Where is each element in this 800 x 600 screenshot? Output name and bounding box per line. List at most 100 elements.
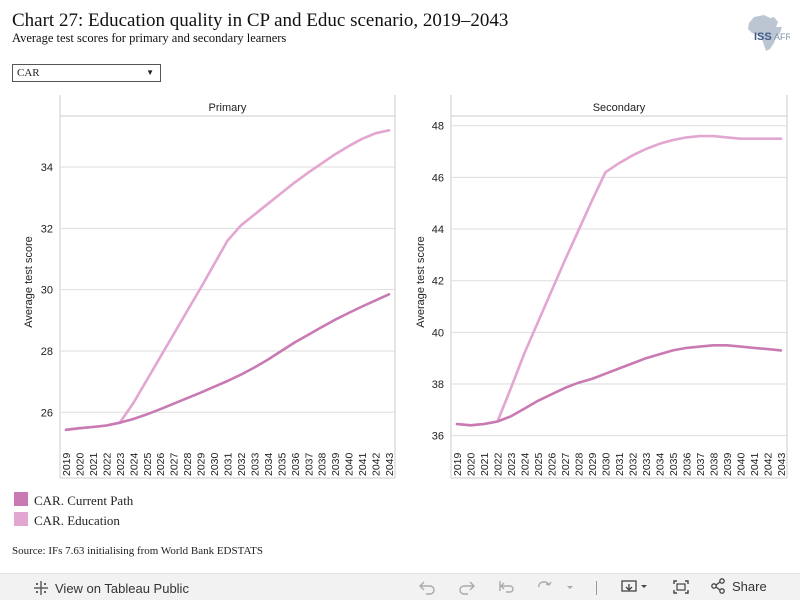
x-tick-label: 2026 [547,452,559,476]
download-icon[interactable] [620,579,650,595]
view-on-tableau-label: View on Tableau Public [55,580,189,596]
y-tick-label: 44 [432,224,444,236]
chevron-down-icon: ▼ [146,68,154,77]
x-tick-label: 2024 [520,452,532,476]
x-tick-label: 2020 [74,452,86,476]
x-tick-label: 2025 [142,452,154,476]
x-tick-label: 2038 [317,452,329,476]
x-tick-label: 2032 [236,452,248,476]
x-tick-label: 2021 [88,452,100,476]
x-tick-label: 2033 [641,452,653,476]
country-select[interactable]: CAR ▼ [12,64,161,82]
x-tick-label: 2042 [763,452,775,476]
y-tick-label: 46 [432,172,444,184]
y-tick-label: 34 [41,162,53,174]
x-tick-label: 2034 [655,452,667,476]
x-tick-label: 2019 [452,452,464,476]
share-button[interactable]: Share [710,578,767,594]
legend-label-education: CAR. Education [34,513,120,528]
x-tick-label: 2029 [196,452,208,476]
logo-suffix-text: AFRICA [774,32,790,42]
x-tick-label: 2041 [357,452,369,476]
legend-swatch-education [14,512,28,526]
x-tick-label: 2042 [371,452,383,476]
x-tick-label: 2031 [614,452,626,476]
x-tick-label: 2027 [560,452,572,476]
x-tick-label: 2022 [101,452,113,476]
x-tick-label: 2025 [533,452,545,476]
series-line-car-education [455,134,783,427]
x-tick-label: 2030 [209,452,221,476]
x-tick-label: 2023 [115,452,127,476]
x-tick-label: 2036 [682,452,694,476]
x-tick-label: 2032 [628,452,640,476]
country-select-value: CAR [17,67,40,79]
x-tick-label: 2034 [263,452,275,476]
x-tick-label: 2038 [709,452,721,476]
tableau-toolbar: View on Tableau Public Share [0,573,800,600]
y-tick-label: 38 [432,379,444,391]
page-title: Chart 27: Education quality in CP and Ed… [12,10,509,31]
x-tick-label: 2043 [384,452,396,476]
x-tick-label: 2021 [479,452,491,476]
x-tick-label: 2026 [155,452,167,476]
y-tick-label: 42 [432,276,444,288]
revert-icon[interactable] [498,579,516,595]
x-tick-label: 2031 [223,452,235,476]
x-tick-label: 2029 [587,452,599,476]
x-tick-label: 2040 [736,452,748,476]
share-label: Share [732,578,767,594]
source-note: Source: IFs 7.63 initialising from World… [12,545,264,557]
x-tick-label: 2019 [61,452,73,476]
undo-icon[interactable] [418,579,436,595]
x-tick-label: 2037 [303,452,315,476]
refresh-icon[interactable] [536,579,554,595]
panel-title-primary: Primary [209,102,247,114]
series-line-car-current-path [455,344,783,427]
africa-map-logo: ISS AFRICA [748,15,790,51]
view-on-tableau-link[interactable]: View on Tableau Public [33,578,189,598]
x-tick-label: 2027 [169,452,181,476]
y-tick-label: 26 [41,407,53,419]
y-tick-label: 28 [41,346,53,358]
chevron-down-icon[interactable] [565,579,575,595]
x-tick-label: 2041 [749,452,761,476]
x-tick-label: 2023 [506,452,518,476]
share-icon [711,578,725,594]
x-tick-label: 2024 [128,452,140,476]
panel-title-secondary: Secondary [593,102,646,114]
chart-panel-secondary: Secondary 36 38 40 42 44 46 48 Average test scor… [415,95,788,479]
x-tick-label: 2022 [493,452,505,476]
x-tick-label: 2028 [574,452,586,476]
x-tick-label: 2035 [668,452,680,476]
x-tick-label: 2030 [601,452,613,476]
tableau-logo-icon [34,581,48,595]
x-tick-label: 2037 [695,452,707,476]
y-tick-label: 36 [432,431,444,443]
page-subtitle: Average test scores for primary and seco… [12,31,287,45]
y-tick-label: 32 [41,223,53,235]
legend-label-current-path: CAR. Current Path [34,493,134,508]
y-tick-label: 30 [41,285,53,297]
x-tick-label: 2035 [276,452,288,476]
series-line-car-current-path [64,293,391,432]
x-tick-label: 2020 [466,452,478,476]
x-tick-label: 2033 [249,452,261,476]
y-tick-label: 40 [432,327,444,339]
fullscreen-icon[interactable] [672,579,690,595]
y-axis-label: Average test score [415,236,427,328]
y-axis-label: Average test score [23,236,35,328]
x-tick-label: 2040 [344,452,356,476]
y-tick-label: 48 [432,121,444,133]
x-tick-label: 2039 [722,452,734,476]
x-tick-label: 2039 [330,452,342,476]
toolbar-divider [596,581,597,595]
x-tick-label: 2036 [290,452,302,476]
redo-icon[interactable] [458,579,476,595]
x-tick-label: 2043 [776,452,788,476]
x-tick-label: 2028 [182,452,194,476]
series-line-car-education [64,129,391,432]
logo-text: ISS [754,31,772,43]
